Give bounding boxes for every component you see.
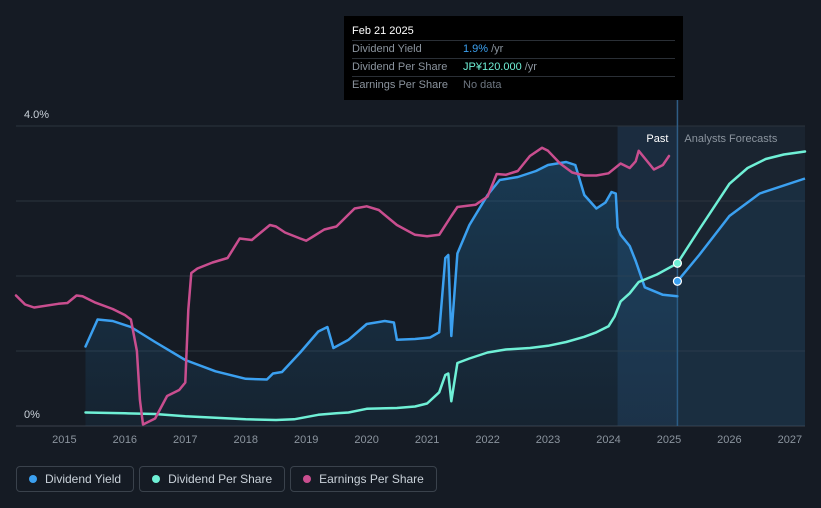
legend-dot-icon xyxy=(29,475,37,483)
x-tick-label: 2023 xyxy=(536,434,560,446)
x-tick-label: 2015 xyxy=(52,434,76,446)
x-tick-label: 2020 xyxy=(354,434,378,446)
chart-tooltip: Feb 21 2025 Dividend Yield 1.9% /yr Divi… xyxy=(344,16,683,100)
x-tick-label: 2021 xyxy=(415,434,439,446)
legend-label: Dividend Per Share xyxy=(168,472,273,486)
tooltip-row-dividend-per-share: Dividend Per Share JP¥120.000 /yr xyxy=(352,59,675,77)
legend-label: Dividend Yield xyxy=(45,472,122,486)
tooltip-label: Dividend Per Share xyxy=(352,61,448,73)
x-tick-label: 2019 xyxy=(294,434,318,446)
tooltip-unit: /yr xyxy=(491,43,504,55)
tooltip-date: Feb 21 2025 xyxy=(352,22,675,41)
tooltip-unit: /yr xyxy=(524,61,537,73)
tooltip-value: No data xyxy=(463,79,502,91)
tooltip-label: Dividend Yield xyxy=(352,43,422,55)
x-tick-label: 2025 xyxy=(657,434,681,446)
legend-item-dividend-yield[interactable]: Dividend Yield xyxy=(16,466,135,492)
x-tick-label: 2027 xyxy=(778,434,802,446)
tooltip-label: Earnings Per Share xyxy=(352,79,448,91)
chart-legend: Dividend Yield Dividend Per Share Earnin… xyxy=(16,466,437,492)
tooltip-row-earnings-per-share: Earnings Per Share No data xyxy=(352,77,675,94)
x-tick-label: 2016 xyxy=(113,434,137,446)
series-line-dividend-per-share xyxy=(84,150,807,422)
x-tick-label: 2022 xyxy=(475,434,499,446)
legend-dot-icon xyxy=(303,475,312,483)
forecast-yield-area xyxy=(677,178,805,426)
x-tick-label: 2024 xyxy=(596,434,620,446)
forecast-yield-line xyxy=(676,177,806,283)
tooltip-value: 1.9% xyxy=(463,43,489,55)
past-label: Past xyxy=(646,133,668,145)
legend-label: Earnings Per Share xyxy=(319,472,424,486)
tooltip-value: JP¥120.000 xyxy=(463,61,522,73)
x-tick-label: 2018 xyxy=(234,434,258,446)
marker-dividend-per-share xyxy=(672,258,683,268)
legend-item-dividend-per-share[interactable]: Dividend Per Share xyxy=(139,466,286,492)
legend-dot-icon xyxy=(152,475,161,483)
y-tick-label: 0% xyxy=(24,409,40,421)
tooltip-row-dividend-yield: Dividend Yield 1.9% /yr xyxy=(352,41,675,59)
legend-item-earnings-per-share[interactable]: Earnings Per Share xyxy=(290,466,437,492)
series-area-dividend-yield xyxy=(85,162,678,426)
y-tick-label: 4.0% xyxy=(24,109,49,121)
forecast-label: Analysts Forecasts xyxy=(684,133,777,145)
series-line-earnings-per-share xyxy=(14,146,671,426)
series-line-dividend-yield xyxy=(84,160,679,381)
marker-dividend-yield xyxy=(672,276,683,286)
x-tick-label: 2026 xyxy=(717,434,741,446)
x-tick-label: 2017 xyxy=(173,434,197,446)
